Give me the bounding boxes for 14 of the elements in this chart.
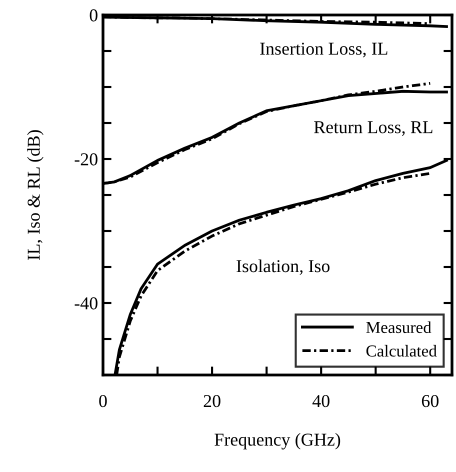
legend-label: Measured — [366, 321, 432, 334]
annotation: Isolation, Iso — [236, 260, 330, 275]
annotation: Insertion Loss, IL — [260, 42, 388, 58]
x-axis-title: Frequency (GHz) — [214, 433, 340, 450]
x-tick-label: 20 — [204, 394, 220, 408]
x-tick-label: 60 — [422, 394, 439, 408]
y-tick-label: 0 — [90, 9, 98, 22]
y-tick-label: -20 — [74, 153, 98, 166]
annotation: Return Loss, RL — [314, 121, 432, 136]
x-tick-label: 40 — [312, 394, 330, 408]
y-tick-label: -40 — [74, 297, 98, 310]
y-axis-title: IL, Iso & RL (dB) — [27, 130, 44, 260]
legend-label: Calculated — [366, 344, 437, 357]
x-tick-label: 0 — [99, 394, 107, 408]
